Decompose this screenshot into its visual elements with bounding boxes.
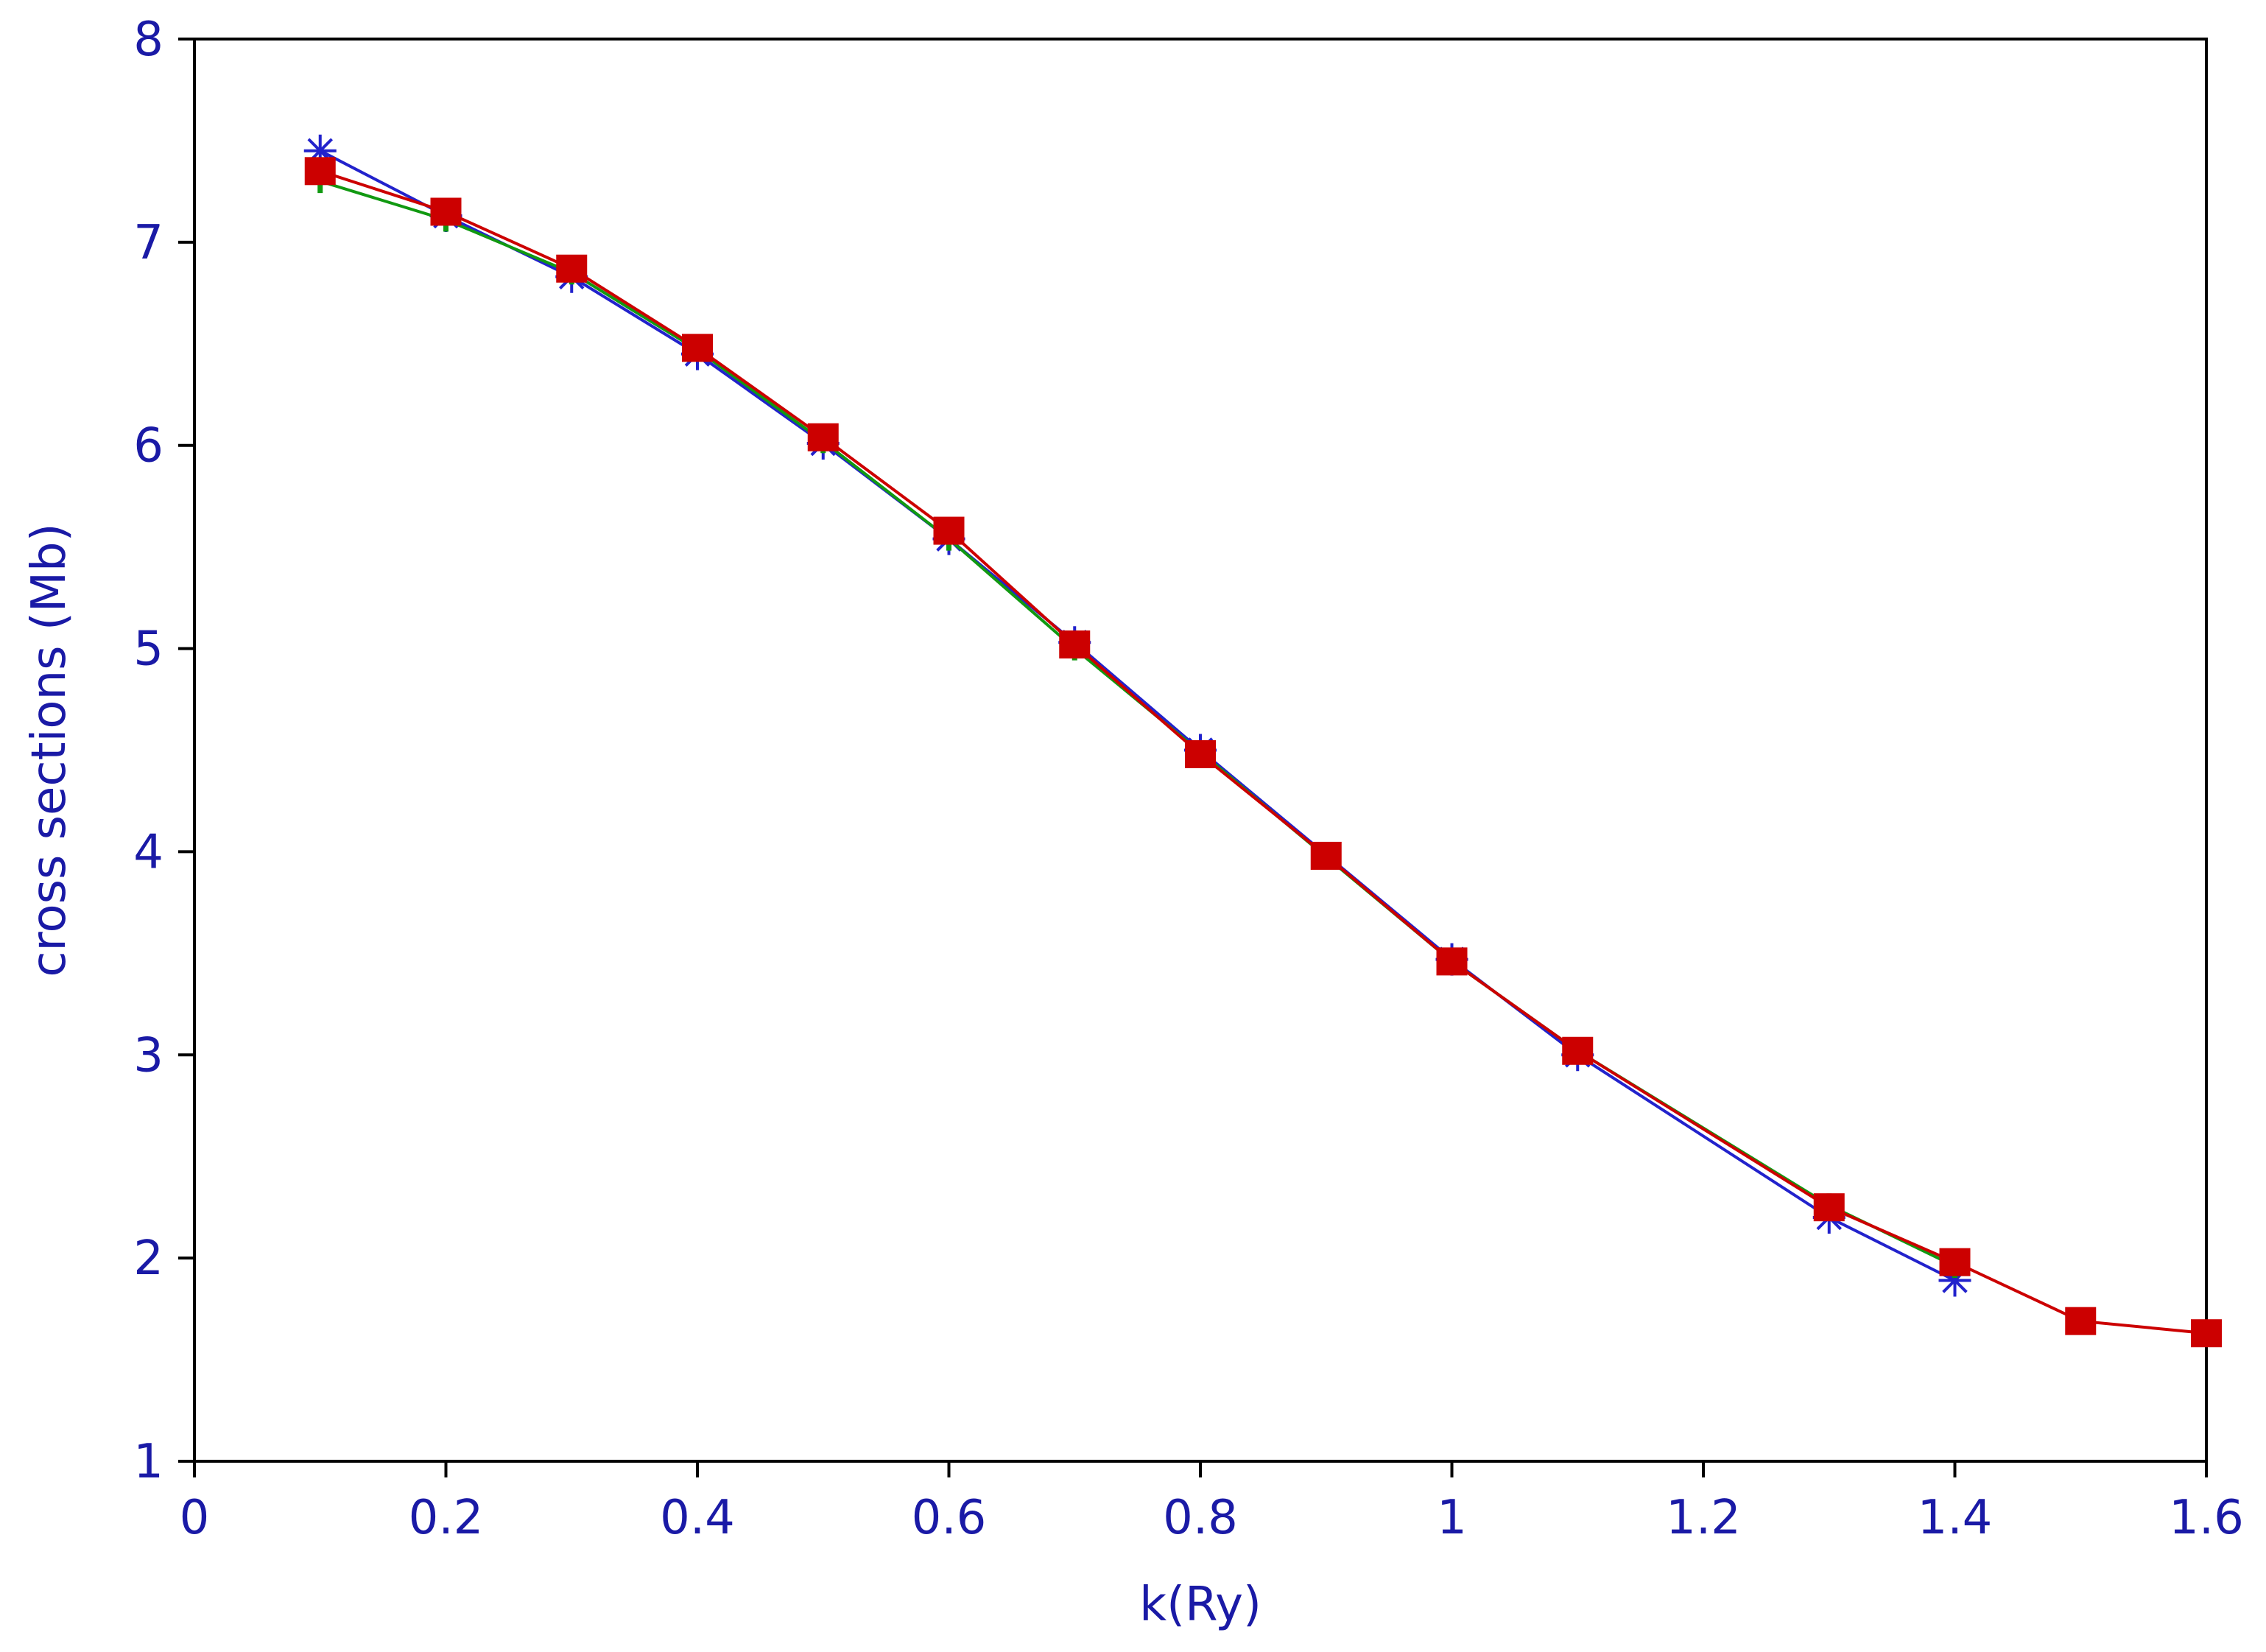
series-layer: [303, 134, 2222, 1348]
x-tick-label: 1.2: [1666, 1491, 1741, 1545]
y-tick-label: 2: [133, 1231, 163, 1286]
data-point: [1310, 841, 1342, 870]
data-point: [2191, 1319, 2222, 1348]
series-line: [319, 149, 1956, 1282]
y-tick-label: 3: [133, 1028, 163, 1083]
data-point: [933, 516, 965, 545]
y-tick-label: 4: [133, 825, 163, 879]
x-axis: 0 0.2 0.4 0.6 0.8 1 1.2 1.4 1.6: [180, 1461, 2244, 1545]
x-tick-label: 1.6: [2169, 1491, 2244, 1545]
x-tick-label: 0: [180, 1491, 210, 1545]
series-line: [320, 180, 1956, 1268]
x-tick-label: 0.8: [1163, 1491, 1238, 1545]
series-square: [304, 157, 2222, 1348]
series-line: [320, 169, 2207, 1335]
data-point: [2065, 1307, 2097, 1335]
x-tick-label: 1.4: [1918, 1491, 1993, 1545]
data-point: [304, 157, 336, 186]
data-point: [1436, 947, 1468, 976]
data-point: [430, 197, 462, 226]
x-tick-label: 0.2: [409, 1491, 484, 1545]
x-tick-label: 0.4: [660, 1491, 735, 1545]
data-point: [556, 254, 588, 283]
x-tick-label: 1: [1437, 1491, 1467, 1545]
data-point: [1059, 630, 1091, 659]
data-point: [1813, 1193, 1845, 1222]
y-axis: 1 2 3 4 5 6 7 8: [133, 13, 194, 1489]
data-point: [807, 423, 839, 451]
y-tick-label: 1: [133, 1435, 163, 1489]
x-axis-label: k(Ry): [1139, 1578, 1262, 1632]
y-tick-label: 5: [133, 622, 163, 677]
series-asterisk: [303, 134, 1971, 1297]
data-point: [1185, 740, 1216, 769]
data-point: [1939, 1248, 1971, 1276]
y-tick-label: 7: [133, 216, 163, 270]
data-point: [682, 334, 713, 362]
y-tick-label: 8: [133, 13, 163, 67]
y-axis-label: cross sections (Mb): [22, 523, 77, 977]
y-tick-label: 6: [133, 419, 163, 474]
data-point: [1562, 1036, 1594, 1065]
series-plus: [308, 169, 1967, 1279]
x-tick-label: 0.6: [912, 1491, 987, 1545]
